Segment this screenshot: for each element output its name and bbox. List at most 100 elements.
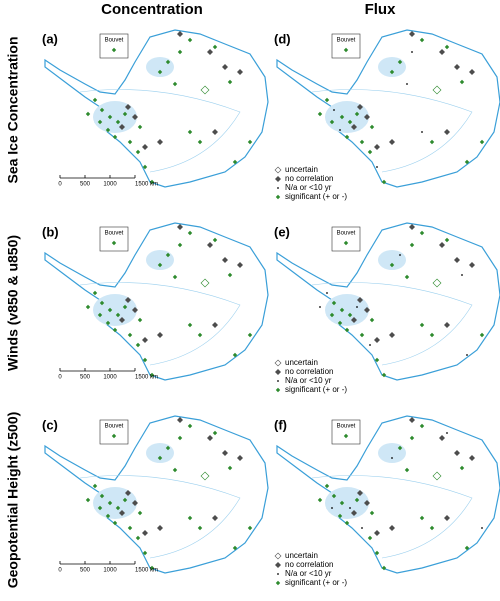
marker bbox=[344, 327, 350, 333]
marker bbox=[331, 507, 333, 509]
marker bbox=[319, 306, 321, 308]
marker bbox=[406, 83, 408, 85]
marker bbox=[404, 274, 410, 280]
marker bbox=[339, 307, 345, 313]
marker bbox=[444, 515, 450, 521]
marker bbox=[389, 69, 395, 75]
marker bbox=[212, 129, 218, 135]
marker bbox=[200, 85, 210, 95]
scale-label: 0 bbox=[58, 182, 62, 188]
marker bbox=[337, 513, 343, 519]
marker bbox=[331, 300, 337, 306]
marker bbox=[212, 237, 218, 243]
marker bbox=[247, 525, 253, 531]
row-label: Geopotential Height (z500) bbox=[5, 412, 21, 589]
legend-label: N/a or <10 yr bbox=[285, 376, 332, 385]
marker bbox=[339, 500, 345, 506]
marker bbox=[356, 306, 358, 308]
row-label: Sea Ice Concentration bbox=[5, 36, 21, 183]
marker bbox=[274, 166, 282, 174]
marker bbox=[459, 79, 465, 85]
marker bbox=[444, 44, 450, 50]
inset-box bbox=[331, 226, 361, 252]
marker bbox=[207, 49, 213, 55]
contour bbox=[311, 475, 473, 559]
marker bbox=[381, 372, 387, 378]
scale-label: 1000 bbox=[103, 182, 117, 188]
marker bbox=[207, 435, 213, 441]
marker bbox=[333, 109, 335, 111]
marker bbox=[389, 262, 395, 268]
marker bbox=[122, 304, 128, 310]
marker bbox=[275, 387, 281, 393]
marker bbox=[97, 119, 103, 125]
marker bbox=[432, 278, 442, 288]
legend-marker bbox=[277, 187, 279, 189]
marker bbox=[275, 176, 281, 182]
marker bbox=[165, 252, 171, 258]
panel-label: (f) bbox=[274, 417, 287, 432]
marker bbox=[469, 69, 475, 75]
marker bbox=[419, 37, 425, 43]
marker bbox=[347, 312, 353, 318]
inset-label: Bouvet bbox=[337, 424, 356, 430]
marker bbox=[354, 111, 360, 117]
marker bbox=[127, 525, 133, 531]
marker bbox=[237, 69, 243, 75]
marker bbox=[222, 257, 228, 263]
marker bbox=[399, 254, 401, 256]
legend-label: significant (+ or -) bbox=[285, 192, 347, 201]
marker bbox=[364, 500, 370, 506]
marker bbox=[324, 97, 330, 103]
marker bbox=[439, 49, 445, 55]
marker bbox=[177, 49, 183, 55]
marker bbox=[419, 322, 425, 328]
marker bbox=[349, 507, 351, 509]
marker bbox=[464, 545, 470, 551]
marker bbox=[367, 149, 373, 155]
marker bbox=[364, 307, 370, 313]
marker bbox=[317, 497, 323, 503]
inset-box bbox=[99, 419, 129, 445]
marker bbox=[275, 369, 281, 375]
contour bbox=[79, 89, 241, 173]
marker bbox=[232, 545, 238, 551]
scale-label: 1500 km bbox=[135, 375, 158, 381]
marker bbox=[142, 357, 148, 363]
marker bbox=[132, 114, 138, 120]
marker bbox=[85, 304, 91, 310]
marker bbox=[142, 337, 148, 343]
marker bbox=[92, 483, 98, 489]
marker bbox=[111, 47, 117, 53]
legend-label: uncertain bbox=[285, 165, 318, 174]
marker bbox=[466, 354, 468, 356]
legend-label: N/a or <10 yr bbox=[285, 183, 332, 192]
inset-box bbox=[331, 419, 361, 445]
marker bbox=[99, 300, 105, 306]
marker bbox=[339, 114, 345, 120]
marker bbox=[122, 497, 128, 503]
coastline bbox=[276, 222, 500, 381]
marker bbox=[85, 111, 91, 117]
marker bbox=[227, 79, 233, 85]
marker bbox=[197, 332, 203, 338]
inset-label: Bouvet bbox=[105, 231, 124, 237]
marker bbox=[397, 59, 403, 65]
marker bbox=[432, 471, 442, 481]
marker bbox=[344, 520, 350, 526]
marker bbox=[454, 64, 460, 70]
marker bbox=[165, 445, 171, 451]
marker bbox=[85, 497, 91, 503]
marker bbox=[275, 580, 281, 586]
marker bbox=[419, 515, 425, 521]
marker bbox=[459, 465, 465, 471]
marker bbox=[411, 51, 413, 53]
panel-label: (c) bbox=[42, 417, 58, 432]
marker bbox=[132, 500, 138, 506]
marker bbox=[187, 129, 193, 135]
ice-shelf bbox=[93, 487, 137, 519]
marker bbox=[107, 500, 113, 506]
marker bbox=[222, 450, 228, 456]
marker bbox=[351, 317, 357, 323]
